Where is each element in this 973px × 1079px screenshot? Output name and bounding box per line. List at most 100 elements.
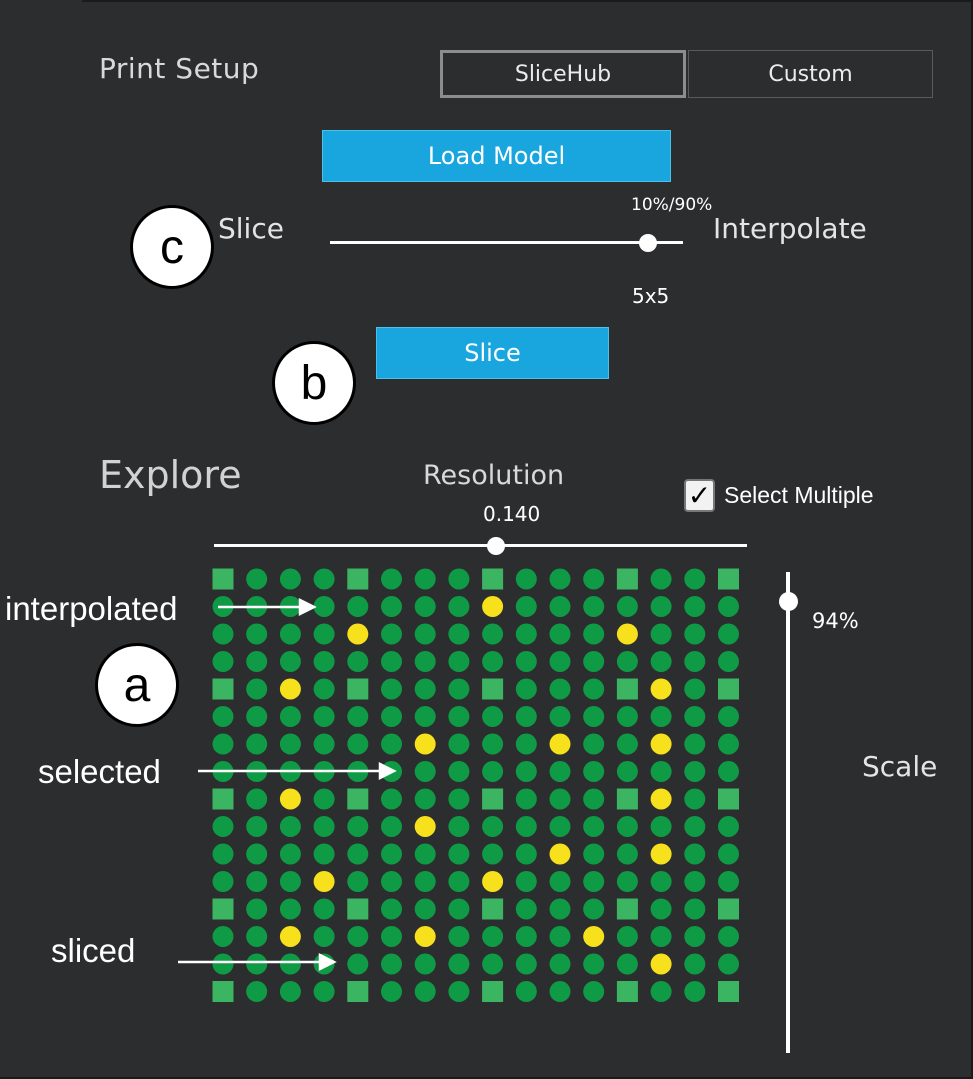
grid-cell-interpolated[interactable] [279,898,301,920]
grid-cell-interpolated[interactable] [616,953,638,975]
grid-cell-selected[interactable] [279,788,301,810]
grid-cell-sliced[interactable] [347,981,369,1002]
grid-cell-interpolated[interactable] [684,706,706,727]
grid-cell-interpolated[interactable] [718,761,739,782]
grid-cell-sliced[interactable] [616,678,638,700]
grid-cell-interpolated[interactable] [515,651,537,672]
grid-cell-interpolated[interactable] [583,706,605,727]
grid-cell-interpolated[interactable] [718,706,739,727]
grid-cell-interpolated[interactable] [246,926,268,947]
grid-cell-selected[interactable] [482,596,504,617]
grid-cell-interpolated[interactable] [313,926,335,947]
grid-cell-interpolated[interactable] [684,816,706,837]
grid-cell-interpolated[interactable] [448,568,470,590]
grid-cell-interpolated[interactable] [448,816,470,837]
grid-cell-sliced[interactable] [482,788,504,810]
grid-cell-interpolated[interactable] [246,678,268,700]
grid-cell-interpolated[interactable] [583,843,605,865]
grid-cell-sliced[interactable] [482,678,504,700]
grid-cell-selected[interactable] [650,953,672,975]
grid-cell-interpolated[interactable] [212,651,234,672]
grid-cell-interpolated[interactable] [381,843,402,865]
grid-cell-interpolated[interactable] [313,596,335,617]
grid-cell-interpolated[interactable] [515,568,537,590]
grid-cell-interpolated[interactable] [718,651,739,672]
grid-cell-selected[interactable] [583,926,605,947]
grid-cell-interpolated[interactable] [650,568,672,590]
grid-cell-interpolated[interactable] [718,596,739,617]
grid-cell-interpolated[interactable] [650,926,672,947]
grid-cell-interpolated[interactable] [448,733,470,755]
grid-cell-interpolated[interactable] [313,623,335,645]
grid-cell-interpolated[interactable] [650,898,672,920]
mode-slider-track[interactable] [330,241,683,244]
grid-cell-interpolated[interactable] [246,981,268,1002]
grid-cell-interpolated[interactable] [549,981,571,1002]
grid-cell-interpolated[interactable] [347,651,369,672]
grid-cell-interpolated[interactable] [313,981,335,1002]
grid-cell-interpolated[interactable] [583,953,605,975]
grid-cell-interpolated[interactable] [448,651,470,672]
grid-cell-interpolated[interactable] [684,981,706,1002]
grid-cell-sliced[interactable] [212,678,234,700]
grid-cell-interpolated[interactable] [616,733,638,755]
grid-cell-interpolated[interactable] [414,898,436,920]
grid-cell-interpolated[interactable] [347,596,369,617]
grid-cell-interpolated[interactable] [448,788,470,810]
grid-cell-interpolated[interactable] [381,981,402,1002]
grid-cell-interpolated[interactable] [515,623,537,645]
grid-cell-interpolated[interactable] [549,706,571,727]
grid-cell-interpolated[interactable] [684,678,706,700]
grid-cell-interpolated[interactable] [616,596,638,617]
grid-cell-sliced[interactable] [482,898,504,920]
grid-cell-selected[interactable] [549,843,571,865]
grid-cell-interpolated[interactable] [279,871,301,892]
grid-cell-interpolated[interactable] [279,733,301,755]
grid-cell-interpolated[interactable] [684,871,706,892]
grid-cell-interpolated[interactable] [246,816,268,837]
grid-cell-interpolated[interactable] [583,981,605,1002]
grid-cell-interpolated[interactable] [650,981,672,1002]
grid-cell-interpolated[interactable] [279,953,301,975]
grid-cell-sliced[interactable] [616,898,638,920]
grid-cell-selected[interactable] [650,678,672,700]
grid-cell-selected[interactable] [279,926,301,947]
grid-cell-interpolated[interactable] [414,953,436,975]
grid-cell-selected[interactable] [549,733,571,755]
grid-cell-interpolated[interactable] [549,651,571,672]
grid-cell-interpolated[interactable] [549,596,571,617]
grid-cell-interpolated[interactable] [616,843,638,865]
grid-cell-interpolated[interactable] [684,733,706,755]
grid-cell-interpolated[interactable] [414,651,436,672]
grid-cell-interpolated[interactable] [515,761,537,782]
grid-cell-interpolated[interactable] [515,678,537,700]
grid-cell-interpolated[interactable] [381,816,402,837]
grid-cell-interpolated[interactable] [414,843,436,865]
resolution-slider-handle[interactable] [487,537,506,555]
grid-cell-interpolated[interactable] [313,706,335,727]
grid-cell-interpolated[interactable] [515,596,537,617]
grid-cell-interpolated[interactable] [448,706,470,727]
grid-cell-interpolated[interactable] [650,651,672,672]
grid-cell-interpolated[interactable] [583,871,605,892]
grid-cell-interpolated[interactable] [583,788,605,810]
grid-cell-sliced[interactable] [347,788,369,810]
grid-cell-interpolated[interactable] [246,706,268,727]
grid-cell-interpolated[interactable] [583,568,605,590]
grid-cell-interpolated[interactable] [381,651,402,672]
grid-cell-interpolated[interactable] [616,816,638,837]
grid-cell-interpolated[interactable] [549,871,571,892]
grid-cell-selected[interactable] [414,816,436,837]
grid-cell-interpolated[interactable] [347,953,369,975]
grid-cell-interpolated[interactable] [448,678,470,700]
grid-cell-sliced[interactable] [718,678,739,700]
grid-cell-interpolated[interactable] [414,981,436,1002]
grid-cell-selected[interactable] [650,733,672,755]
grid-cell-interpolated[interactable] [381,568,402,590]
grid-cell-interpolated[interactable] [515,953,537,975]
grid-cell-interpolated[interactable] [549,568,571,590]
grid-cell-interpolated[interactable] [448,871,470,892]
grid-cell-sliced[interactable] [482,981,504,1002]
grid-cell-interpolated[interactable] [718,926,739,947]
grid-cell-sliced[interactable] [616,788,638,810]
